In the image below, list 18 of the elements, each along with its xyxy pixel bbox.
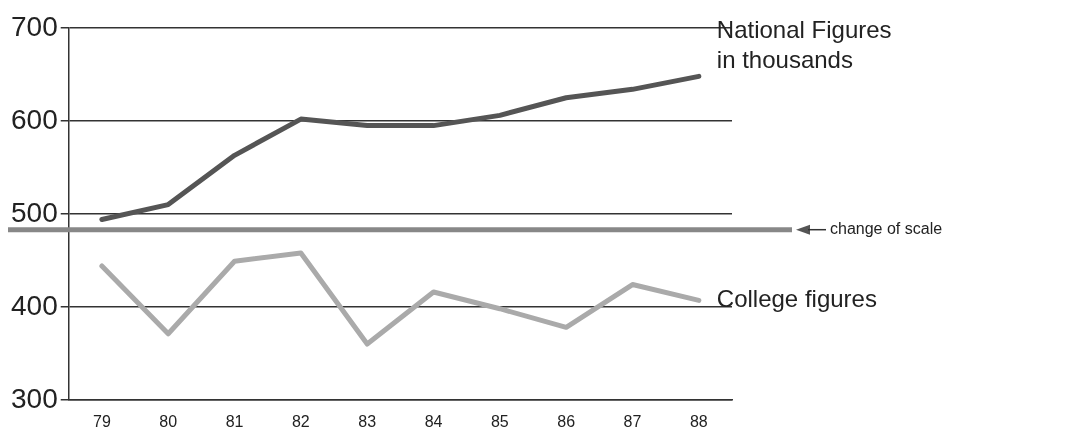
x-tick-label: 85 — [490, 412, 509, 430]
x-tick-label: 79 — [92, 412, 111, 430]
series-label: National Figures in thousands — [716, 15, 892, 73]
x-tick-label: 83 — [358, 412, 377, 430]
x-tick-label: 86 — [557, 412, 576, 430]
x-tick-label: 88 — [689, 412, 708, 430]
y-tick-label: 400 — [11, 289, 58, 321]
x-tick-label: 84 — [424, 412, 443, 430]
x-tick-label: 82 — [291, 412, 310, 430]
y-tick-label: 500 — [11, 196, 58, 228]
y-tick-label: 600 — [11, 103, 58, 135]
ref-line-label: change of scale — [830, 220, 943, 238]
series-label: College figures — [716, 284, 877, 312]
y-tick-label: 300 — [11, 382, 58, 414]
x-tick-label: 87 — [623, 412, 642, 430]
y-tick-label: 700 — [11, 10, 58, 42]
x-tick-label: 80 — [159, 412, 178, 430]
x-tick-label: 81 — [225, 412, 244, 430]
